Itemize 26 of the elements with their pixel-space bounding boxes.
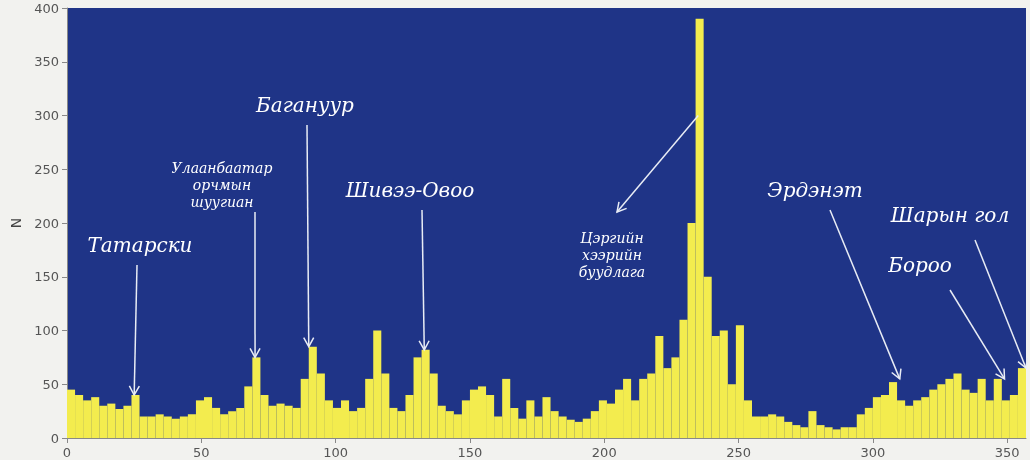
y-tick-label: 350	[34, 54, 59, 70]
x-tick-label: 50	[193, 445, 210, 460]
y-tick-label: 250	[34, 161, 59, 177]
x-tick-label: 250	[726, 445, 751, 460]
annotation: Цэргийн хээрийн буудлага	[578, 229, 646, 281]
y-tick-label: 150	[34, 269, 59, 285]
y-tick-label: 0	[50, 430, 59, 446]
y-tick-label: 50	[42, 376, 59, 392]
y-axis-title: N	[8, 217, 25, 229]
annotation: Улаанбаатар орчмын шуугиан	[171, 159, 273, 211]
x-tick-label: 200	[591, 445, 617, 460]
y-tick-label: 300	[34, 108, 59, 123]
y-tick-label: 400	[34, 0, 59, 16]
x-tick-label: 100	[323, 445, 349, 460]
annotation: Эрдэнэт	[767, 178, 863, 202]
annotation: Багануур	[256, 93, 354, 117]
annotation: Бороо	[888, 253, 952, 277]
x-tick-label: 0	[62, 445, 72, 460]
y-tick-label: 200	[34, 215, 59, 231]
x-tick-label: 350	[994, 445, 1020, 460]
annotation: Шивээ-Овоо	[345, 178, 475, 202]
x-tick-label: 150	[457, 445, 483, 460]
annotation: Татарски	[87, 233, 193, 257]
y-tick-label: 100	[34, 323, 59, 338]
x-tick-label: 300	[860, 445, 886, 460]
annotation: Шарын гол	[890, 203, 1010, 227]
